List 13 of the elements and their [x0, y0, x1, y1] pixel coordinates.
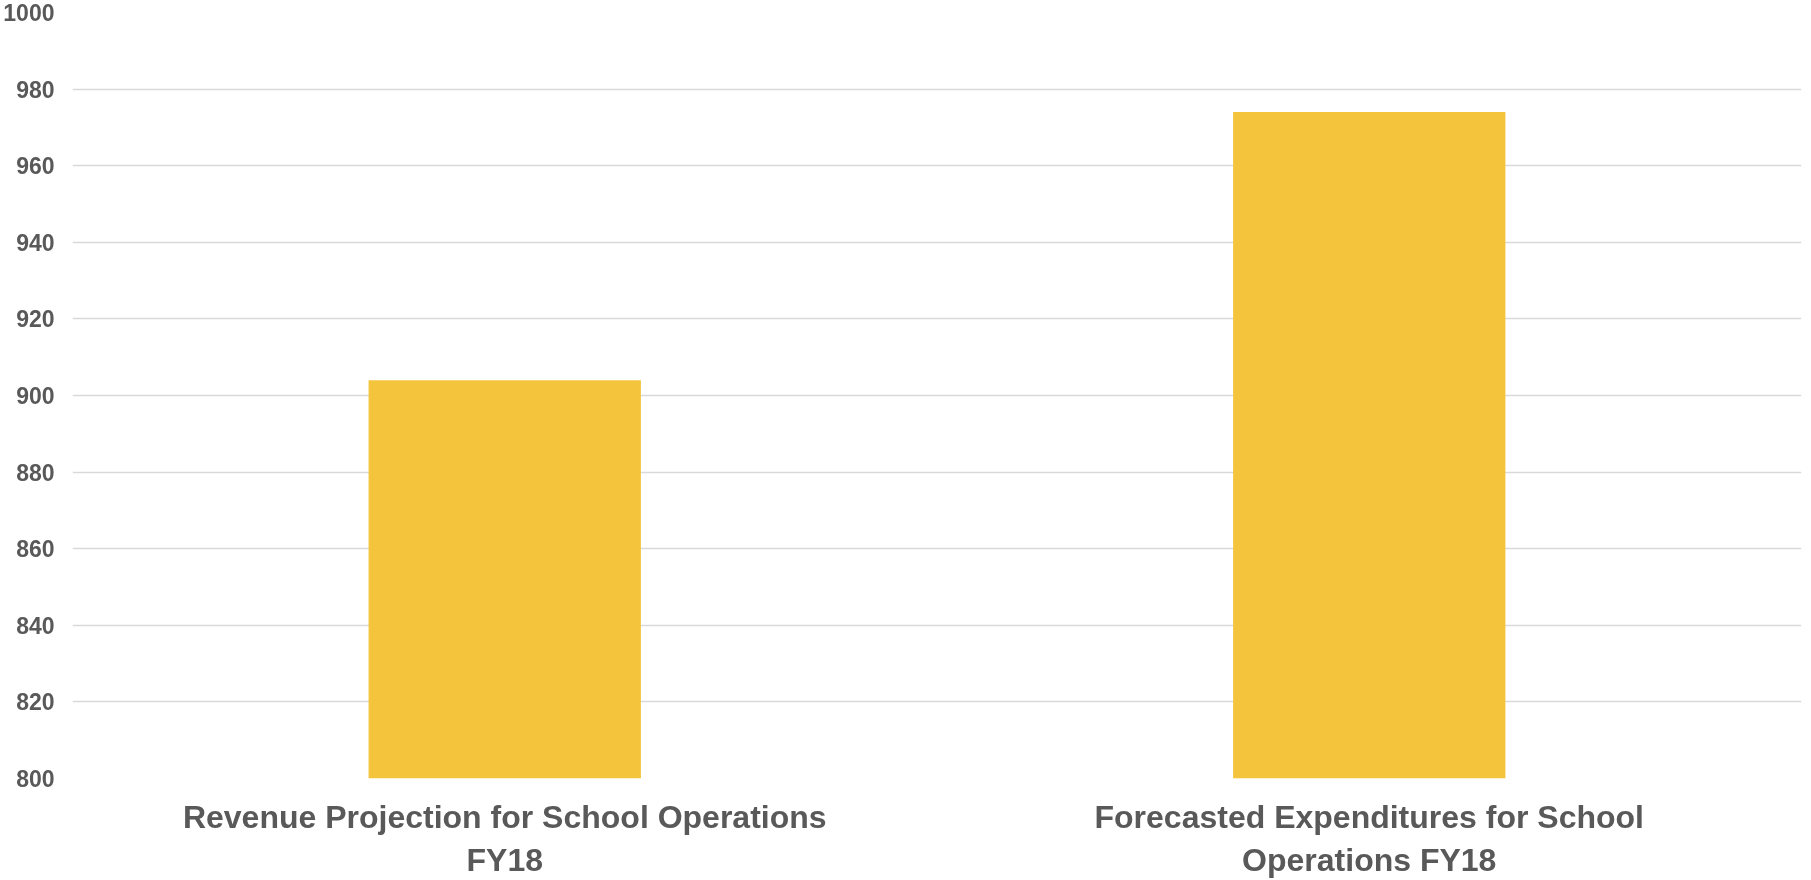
y-tick-label: 900 [16, 383, 55, 409]
y-tick-label: 920 [16, 306, 55, 333]
y-tick-label: 840 [16, 612, 55, 639]
y-tick-label: 820 [16, 689, 55, 716]
y-tick-label: 980 [16, 76, 55, 103]
y-tick-label: 1000 [3, 0, 55, 26]
y-tick-label: 940 [16, 229, 55, 256]
y-tick-label: 860 [16, 536, 55, 563]
y-tick-label: 800 [16, 766, 55, 792]
y-tick-label: 960 [16, 153, 55, 180]
x-tick-label: Revenue Projection for School Operations FY18 [182, 798, 827, 878]
x-tick-label: Forecasted Expenditures for School Operations FY18 [1094, 798, 1644, 878]
y-tick-label: 880 [16, 459, 55, 486]
